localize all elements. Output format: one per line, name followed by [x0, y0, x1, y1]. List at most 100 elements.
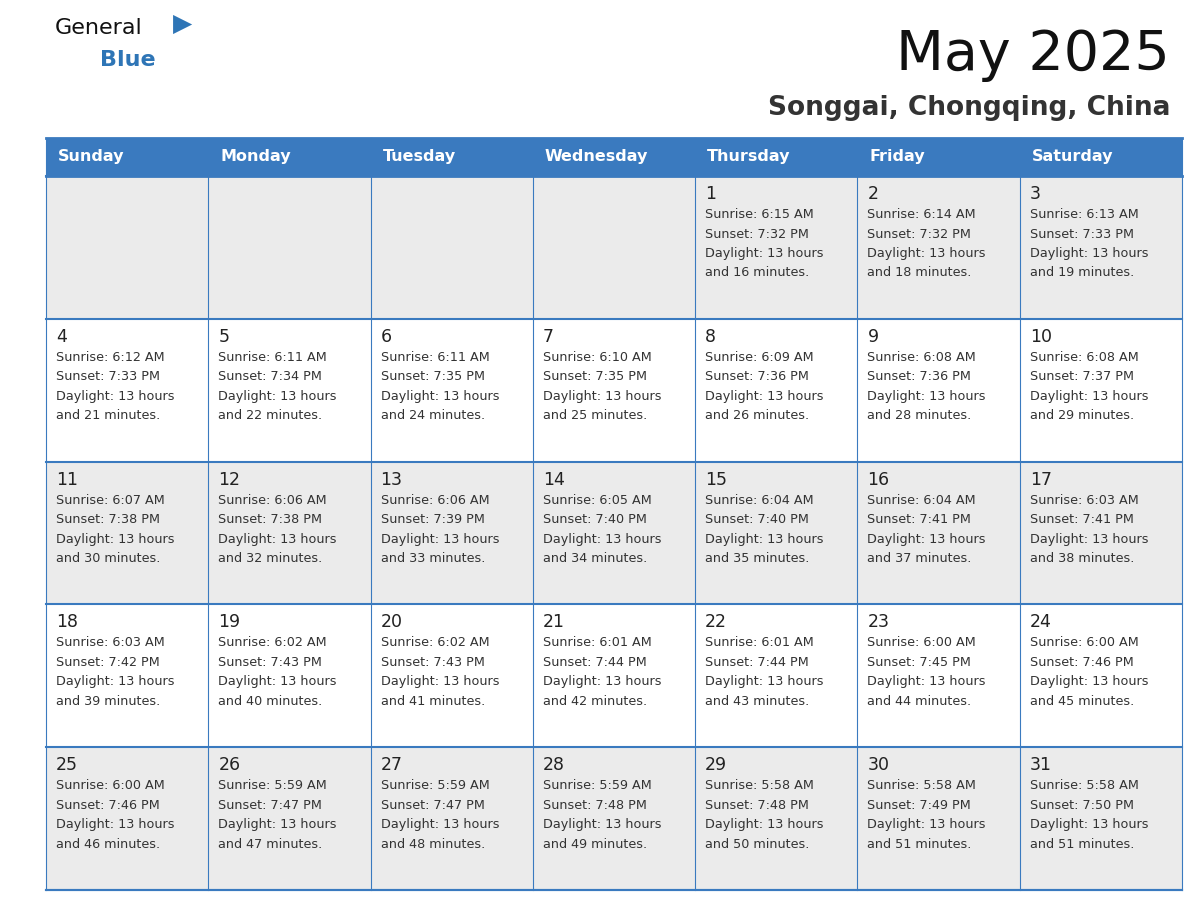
Text: Sunrise: 5:58 AM: Sunrise: 5:58 AM [706, 779, 814, 792]
Text: Daylight: 13 hours: Daylight: 13 hours [543, 676, 662, 688]
Text: Daylight: 13 hours: Daylight: 13 hours [867, 676, 986, 688]
Text: Daylight: 13 hours: Daylight: 13 hours [219, 676, 336, 688]
Text: 16: 16 [867, 471, 890, 488]
Text: Daylight: 13 hours: Daylight: 13 hours [867, 247, 986, 260]
Bar [46, 462, 1182, 604]
Text: Sunrise: 5:58 AM: Sunrise: 5:58 AM [867, 779, 977, 792]
Text: Sunset: 7:36 PM: Sunset: 7:36 PM [867, 370, 972, 384]
Text: and 44 minutes.: and 44 minutes. [867, 695, 972, 708]
Text: Daylight: 13 hours: Daylight: 13 hours [706, 676, 823, 688]
Text: Daylight: 13 hours: Daylight: 13 hours [219, 818, 336, 831]
Text: Sunset: 7:41 PM: Sunset: 7:41 PM [1030, 513, 1133, 526]
Text: Daylight: 13 hours: Daylight: 13 hours [380, 532, 499, 545]
Text: Sunrise: 6:03 AM: Sunrise: 6:03 AM [56, 636, 165, 649]
Text: Sunset: 7:36 PM: Sunset: 7:36 PM [706, 370, 809, 384]
Text: Sunset: 7:44 PM: Sunset: 7:44 PM [543, 655, 646, 669]
Text: 10: 10 [1030, 328, 1051, 346]
Text: Sunrise: 6:08 AM: Sunrise: 6:08 AM [1030, 351, 1138, 364]
Text: 12: 12 [219, 471, 240, 488]
Text: 24: 24 [1030, 613, 1051, 632]
Text: Sunrise: 6:14 AM: Sunrise: 6:14 AM [867, 208, 977, 221]
Text: 6: 6 [380, 328, 392, 346]
Text: Sunset: 7:48 PM: Sunset: 7:48 PM [706, 799, 809, 812]
Text: Sunset: 7:35 PM: Sunset: 7:35 PM [380, 370, 485, 384]
Text: Sunset: 7:34 PM: Sunset: 7:34 PM [219, 370, 322, 384]
Text: 26: 26 [219, 756, 240, 774]
Text: and 35 minutes.: and 35 minutes. [706, 552, 809, 565]
Text: 2: 2 [867, 185, 878, 203]
Text: and 48 minutes.: and 48 minutes. [380, 838, 485, 851]
Text: Daylight: 13 hours: Daylight: 13 hours [867, 390, 986, 403]
Text: Sunrise: 6:15 AM: Sunrise: 6:15 AM [706, 208, 814, 221]
Text: Sunrise: 5:58 AM: Sunrise: 5:58 AM [1030, 779, 1138, 792]
Text: 19: 19 [219, 613, 240, 632]
Text: 7: 7 [543, 328, 554, 346]
Text: Sunrise: 6:04 AM: Sunrise: 6:04 AM [867, 494, 977, 507]
Text: 29: 29 [706, 756, 727, 774]
Text: Sunset: 7:47 PM: Sunset: 7:47 PM [380, 799, 485, 812]
Text: Sunrise: 6:01 AM: Sunrise: 6:01 AM [706, 636, 814, 649]
Text: and 43 minutes.: and 43 minutes. [706, 695, 809, 708]
Text: 9: 9 [867, 328, 879, 346]
Text: Sunrise: 6:08 AM: Sunrise: 6:08 AM [867, 351, 977, 364]
Text: 15: 15 [706, 471, 727, 488]
Text: Daylight: 13 hours: Daylight: 13 hours [1030, 676, 1149, 688]
Bar [46, 319, 1182, 462]
Text: 18: 18 [56, 613, 78, 632]
Text: 5: 5 [219, 328, 229, 346]
Text: and 51 minutes.: and 51 minutes. [867, 838, 972, 851]
Text: Daylight: 13 hours: Daylight: 13 hours [380, 390, 499, 403]
Text: Thursday: Thursday [707, 150, 791, 164]
Text: Sunrise: 5:59 AM: Sunrise: 5:59 AM [380, 779, 489, 792]
Text: Daylight: 13 hours: Daylight: 13 hours [56, 532, 175, 545]
Text: Sunset: 7:39 PM: Sunset: 7:39 PM [380, 513, 485, 526]
Text: Daylight: 13 hours: Daylight: 13 hours [380, 676, 499, 688]
Text: 28: 28 [543, 756, 564, 774]
Text: Friday: Friday [870, 150, 925, 164]
Text: Daylight: 13 hours: Daylight: 13 hours [56, 818, 175, 831]
Text: Sunset: 7:32 PM: Sunset: 7:32 PM [706, 228, 809, 241]
Text: and 41 minutes.: and 41 minutes. [380, 695, 485, 708]
Text: Daylight: 13 hours: Daylight: 13 hours [706, 390, 823, 403]
Text: and 34 minutes.: and 34 minutes. [543, 552, 647, 565]
Text: 20: 20 [380, 613, 403, 632]
Text: 11: 11 [56, 471, 78, 488]
Text: Daylight: 13 hours: Daylight: 13 hours [219, 532, 336, 545]
Text: Daylight: 13 hours: Daylight: 13 hours [1030, 532, 1149, 545]
Text: 8: 8 [706, 328, 716, 346]
Text: General: General [55, 18, 143, 38]
Text: Sunset: 7:46 PM: Sunset: 7:46 PM [1030, 655, 1133, 669]
Text: Daylight: 13 hours: Daylight: 13 hours [706, 247, 823, 260]
Text: 25: 25 [56, 756, 78, 774]
Bar [46, 138, 1182, 176]
Text: and 45 minutes.: and 45 minutes. [1030, 695, 1135, 708]
Text: and 16 minutes.: and 16 minutes. [706, 266, 809, 279]
Text: Sunrise: 6:00 AM: Sunrise: 6:00 AM [56, 779, 165, 792]
Text: Sunset: 7:40 PM: Sunset: 7:40 PM [706, 513, 809, 526]
Text: Sunset: 7:47 PM: Sunset: 7:47 PM [219, 799, 322, 812]
Text: Sunset: 7:43 PM: Sunset: 7:43 PM [219, 655, 322, 669]
Text: and 25 minutes.: and 25 minutes. [543, 409, 647, 422]
Text: and 40 minutes.: and 40 minutes. [219, 695, 322, 708]
Text: and 46 minutes.: and 46 minutes. [56, 838, 160, 851]
Text: Sunset: 7:48 PM: Sunset: 7:48 PM [543, 799, 646, 812]
Text: Sunrise: 6:13 AM: Sunrise: 6:13 AM [1030, 208, 1138, 221]
Text: Sunday: Sunday [58, 150, 125, 164]
Text: Daylight: 13 hours: Daylight: 13 hours [543, 818, 662, 831]
Text: Sunset: 7:38 PM: Sunset: 7:38 PM [56, 513, 160, 526]
Text: Saturday: Saturday [1031, 150, 1113, 164]
Text: Daylight: 13 hours: Daylight: 13 hours [543, 532, 662, 545]
Text: Sunset: 7:49 PM: Sunset: 7:49 PM [867, 799, 971, 812]
Text: Sunset: 7:46 PM: Sunset: 7:46 PM [56, 799, 159, 812]
Text: Sunrise: 5:59 AM: Sunrise: 5:59 AM [543, 779, 651, 792]
Text: Sunset: 7:44 PM: Sunset: 7:44 PM [706, 655, 809, 669]
Text: 22: 22 [706, 613, 727, 632]
Text: 23: 23 [867, 613, 890, 632]
Text: and 33 minutes.: and 33 minutes. [380, 552, 485, 565]
Text: May 2025: May 2025 [896, 28, 1170, 82]
Text: Daylight: 13 hours: Daylight: 13 hours [56, 676, 175, 688]
Text: Daylight: 13 hours: Daylight: 13 hours [867, 818, 986, 831]
Text: 14: 14 [543, 471, 564, 488]
Text: Daylight: 13 hours: Daylight: 13 hours [1030, 818, 1149, 831]
Text: Sunrise: 6:05 AM: Sunrise: 6:05 AM [543, 494, 651, 507]
